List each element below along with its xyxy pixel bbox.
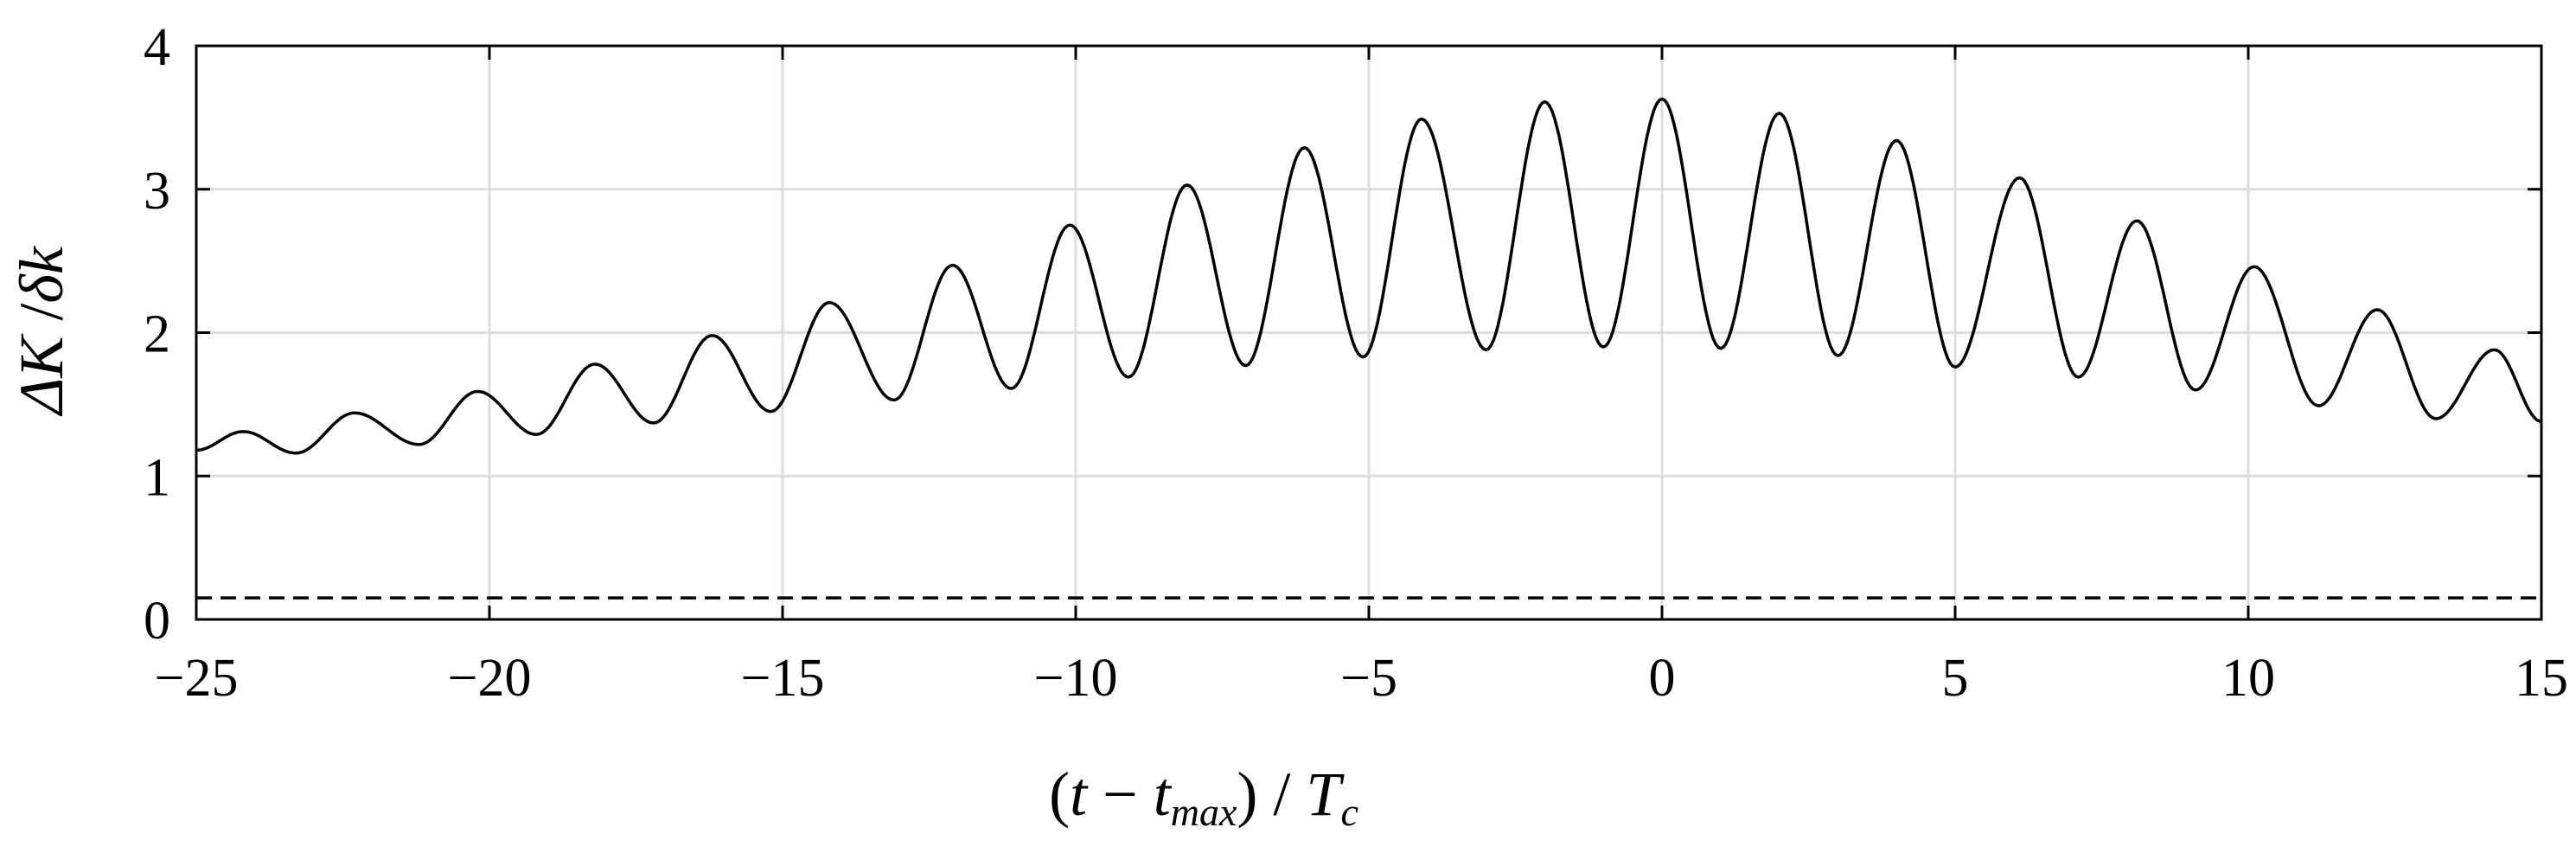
x-label-minus: − [1087,760,1154,829]
y-axis-label: ΔK /δk [7,245,76,417]
y-tick-label: 2 [144,305,170,364]
x-label-t: t [1070,760,1089,829]
tick-labels: −25 −20 −15 −10 −5 0 5 10 15 0 1 2 3 4 [144,18,2568,708]
y-tick-label: 3 [144,162,170,221]
y-tick-label: 4 [144,18,170,77]
x-axis-label: (t − tmax) / Tc [1049,760,1358,834]
x-tick-label: 10 [2221,649,2275,708]
x-tick-label: 0 [1649,649,1676,708]
grid [196,46,2541,619]
x-label-tmax-sub: max [1171,790,1237,834]
x-label-open: ( [1049,760,1070,829]
x-tick-label: −5 [1340,649,1397,708]
y-label-slash: / [7,304,76,337]
x-label-tmax: t [1154,760,1173,829]
x-tick-label: −10 [1034,649,1118,708]
x-tick-label: 15 [2515,649,2568,708]
y-label-k: k [7,245,76,274]
y-tick-label: 1 [144,448,170,507]
x-label-Tc-sub: c [1340,790,1358,834]
y-tick-label: 0 [144,592,170,651]
x-tick-label: −25 [155,649,239,708]
y-label-delta-small: δ [7,273,76,304]
x-label-Tc: T [1306,760,1345,829]
x-label-close: ) [1237,760,1257,829]
y-label-delta-cap: Δ [7,378,76,417]
y-label-K: K [7,333,76,379]
ticks [195,44,2543,621]
series [195,97,2542,600]
oscillation-line [195,97,2542,455]
x-label-slash: / [1257,760,1306,829]
x-tick-label: 5 [1942,649,1969,708]
x-tick-label: −20 [448,649,532,708]
x-tick-label: −15 [741,649,825,708]
